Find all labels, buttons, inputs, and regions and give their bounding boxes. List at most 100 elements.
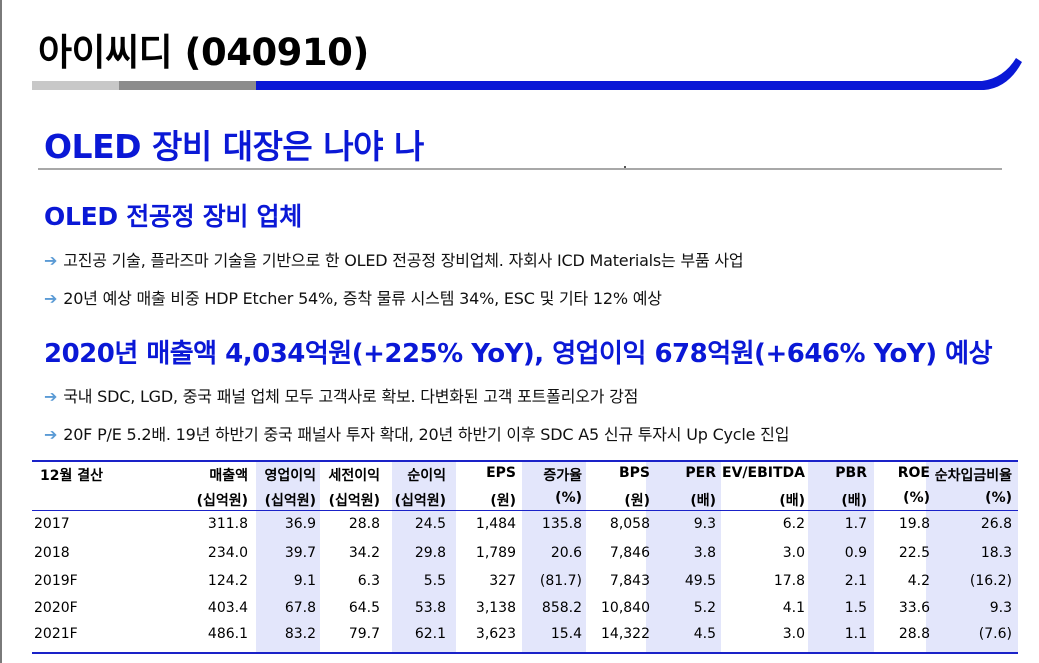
bullet-text: 국내 SDC, LGD, 중국 패널 업체 모두 고객사로 확보. 다변화된 고… xyxy=(63,387,639,406)
table-header-cell: ROE xyxy=(897,465,930,481)
table-cell: 5.5 xyxy=(423,573,446,589)
bullet-text: 20F P/E 5.2배. 19년 하반기 중국 패널사 투자 확대, 20년 … xyxy=(63,425,790,444)
table-cell: 4.1 xyxy=(782,600,805,616)
table-cell: 17.8 xyxy=(773,573,805,589)
table-cell: 5.2 xyxy=(693,600,716,616)
headline-divider xyxy=(38,168,1002,170)
table-cell: 1.7 xyxy=(844,516,867,532)
table-row-year: 2018 xyxy=(34,545,70,561)
bullet-text: 고진공 기술, 플라즈마 기술을 기반으로 한 OLED 전공정 장비업체. 자… xyxy=(63,251,744,270)
table-cell: 79.7 xyxy=(348,626,380,642)
column-shade-net-income xyxy=(392,461,456,653)
table-unit-cell: (십억원) xyxy=(264,493,316,509)
table-cell: 19.8 xyxy=(898,516,930,532)
table-header-year: 12월 결산 xyxy=(40,468,103,484)
table-cell: 3,623 xyxy=(475,626,516,642)
table-cell: 3.8 xyxy=(693,545,716,561)
bullet-3: ➔ 국내 SDC, LGD, 중국 패널 업체 모두 고객사로 확보. 다변화된 … xyxy=(44,383,638,407)
table-cell: 36.9 xyxy=(284,516,316,532)
table-cell: 20.6 xyxy=(550,545,582,561)
table-row-year: 2017 xyxy=(34,516,70,532)
table-cell: 9.1 xyxy=(293,573,316,589)
table-bottom-rule xyxy=(32,652,1018,654)
table-unit-cell: (%) xyxy=(985,490,1012,506)
table-unit-cell: (배) xyxy=(841,493,867,509)
table-cell: 29.8 xyxy=(414,545,446,561)
table-cell: 62.1 xyxy=(414,626,446,642)
column-shade-per xyxy=(646,461,721,653)
table-row-year: 2021F xyxy=(34,626,78,642)
table-cell: 1,789 xyxy=(475,545,516,561)
table-header-cell: EV/EBITDA xyxy=(722,465,805,481)
table-cell: 7,846 xyxy=(609,545,650,561)
table-cell: 26.8 xyxy=(980,516,1012,532)
table-cell: 18.3 xyxy=(980,545,1012,561)
table-cell: 327 xyxy=(489,573,516,589)
company-title: 아이씨디 (040910) xyxy=(38,31,369,74)
table-cell: 9.3 xyxy=(989,600,1012,616)
arrow-icon: ➔ xyxy=(44,425,58,444)
table-cell: 9.3 xyxy=(693,516,716,532)
table-cell: (16.2) xyxy=(969,573,1012,589)
table-unit-cell: (원) xyxy=(490,493,516,509)
table-unit-cell: (배) xyxy=(779,493,805,509)
table-unit-cell: (십억원) xyxy=(196,493,248,509)
table-cell: 3.0 xyxy=(782,626,805,642)
header-bar xyxy=(32,58,1022,90)
table-header-cell: EPS xyxy=(486,465,516,481)
header-bar-dark-segment xyxy=(119,81,256,90)
table-cell: 83.2 xyxy=(284,626,316,642)
column-shade-pbr xyxy=(808,461,874,653)
table-cell: 3.0 xyxy=(782,545,805,561)
stray-dot xyxy=(624,166,626,168)
table-cell: 135.8 xyxy=(541,516,582,532)
table-row-year: 2020F xyxy=(34,600,78,616)
table-cell: 0.9 xyxy=(844,545,867,561)
table-cell: 2.1 xyxy=(844,573,867,589)
table-cell: 39.7 xyxy=(284,545,316,561)
table-cell: 28.8 xyxy=(898,626,930,642)
table-cell: 6.3 xyxy=(357,573,380,589)
table-cell: 34.2 xyxy=(348,545,380,561)
table-cell: 3,138 xyxy=(475,600,516,616)
headline: OLED 장비 대장은 나야 나 xyxy=(44,127,424,166)
table-cell: 49.5 xyxy=(684,573,716,589)
table-header-cell: BPS xyxy=(618,465,650,481)
left-border xyxy=(0,0,2,663)
table-header-cell: 영업이익 xyxy=(264,468,316,484)
table-unit-cell: (십억원) xyxy=(394,493,446,509)
table-cell: (7.6) xyxy=(978,626,1012,642)
table-header-cell: 매출액 xyxy=(209,468,248,484)
bullet-text: 20년 예상 매출 비중 HDP Etcher 54%, 증착 물류 시스템 3… xyxy=(63,289,662,308)
financial-table: 12월 결산 매출액 (십억원) 영업이익 (십억원) 세전이익 (십억원) 순이익 (십억원… xyxy=(32,460,1018,654)
table-row-year: 2019F xyxy=(34,573,78,589)
table-cell: (81.7) xyxy=(539,573,582,589)
table-unit-cell: (원) xyxy=(624,493,650,509)
table-cell: 124.2 xyxy=(207,573,248,589)
arrow-icon: ➔ xyxy=(44,251,58,270)
table-cell: 15.4 xyxy=(550,626,582,642)
table-cell: 4.2 xyxy=(907,573,930,589)
table-cell: 10,840 xyxy=(601,600,650,616)
section-title-1: OLED 전공정 장비 업체 xyxy=(44,202,302,231)
table-header-cell: PER xyxy=(685,465,716,481)
table-cell: 64.5 xyxy=(348,600,380,616)
table-cell: 22.5 xyxy=(898,545,930,561)
column-shade-operating-profit xyxy=(256,461,320,653)
table-cell: 1.1 xyxy=(844,626,867,642)
table-cell: 53.8 xyxy=(414,600,446,616)
table-cell: 4.5 xyxy=(693,626,716,642)
table-top-rule xyxy=(32,460,1018,462)
arrow-icon: ➔ xyxy=(44,387,58,406)
table-cell: 311.8 xyxy=(207,516,248,532)
table-header-cell: PBR xyxy=(835,465,867,481)
section-title-2: 2020년 매출액 4,034억원(+225% YoY), 영업이익 678억원… xyxy=(44,339,993,369)
table-cell: 7,843 xyxy=(609,573,650,589)
table-cell: 858.2 xyxy=(541,600,582,616)
arrow-icon: ➔ xyxy=(44,289,58,308)
table-unit-cell: (십억원) xyxy=(328,493,380,509)
table-cell: 486.1 xyxy=(207,626,248,642)
table-cell: 8,058 xyxy=(609,516,650,532)
table-cell: 33.6 xyxy=(898,600,930,616)
table-cell: 1,484 xyxy=(475,516,516,532)
